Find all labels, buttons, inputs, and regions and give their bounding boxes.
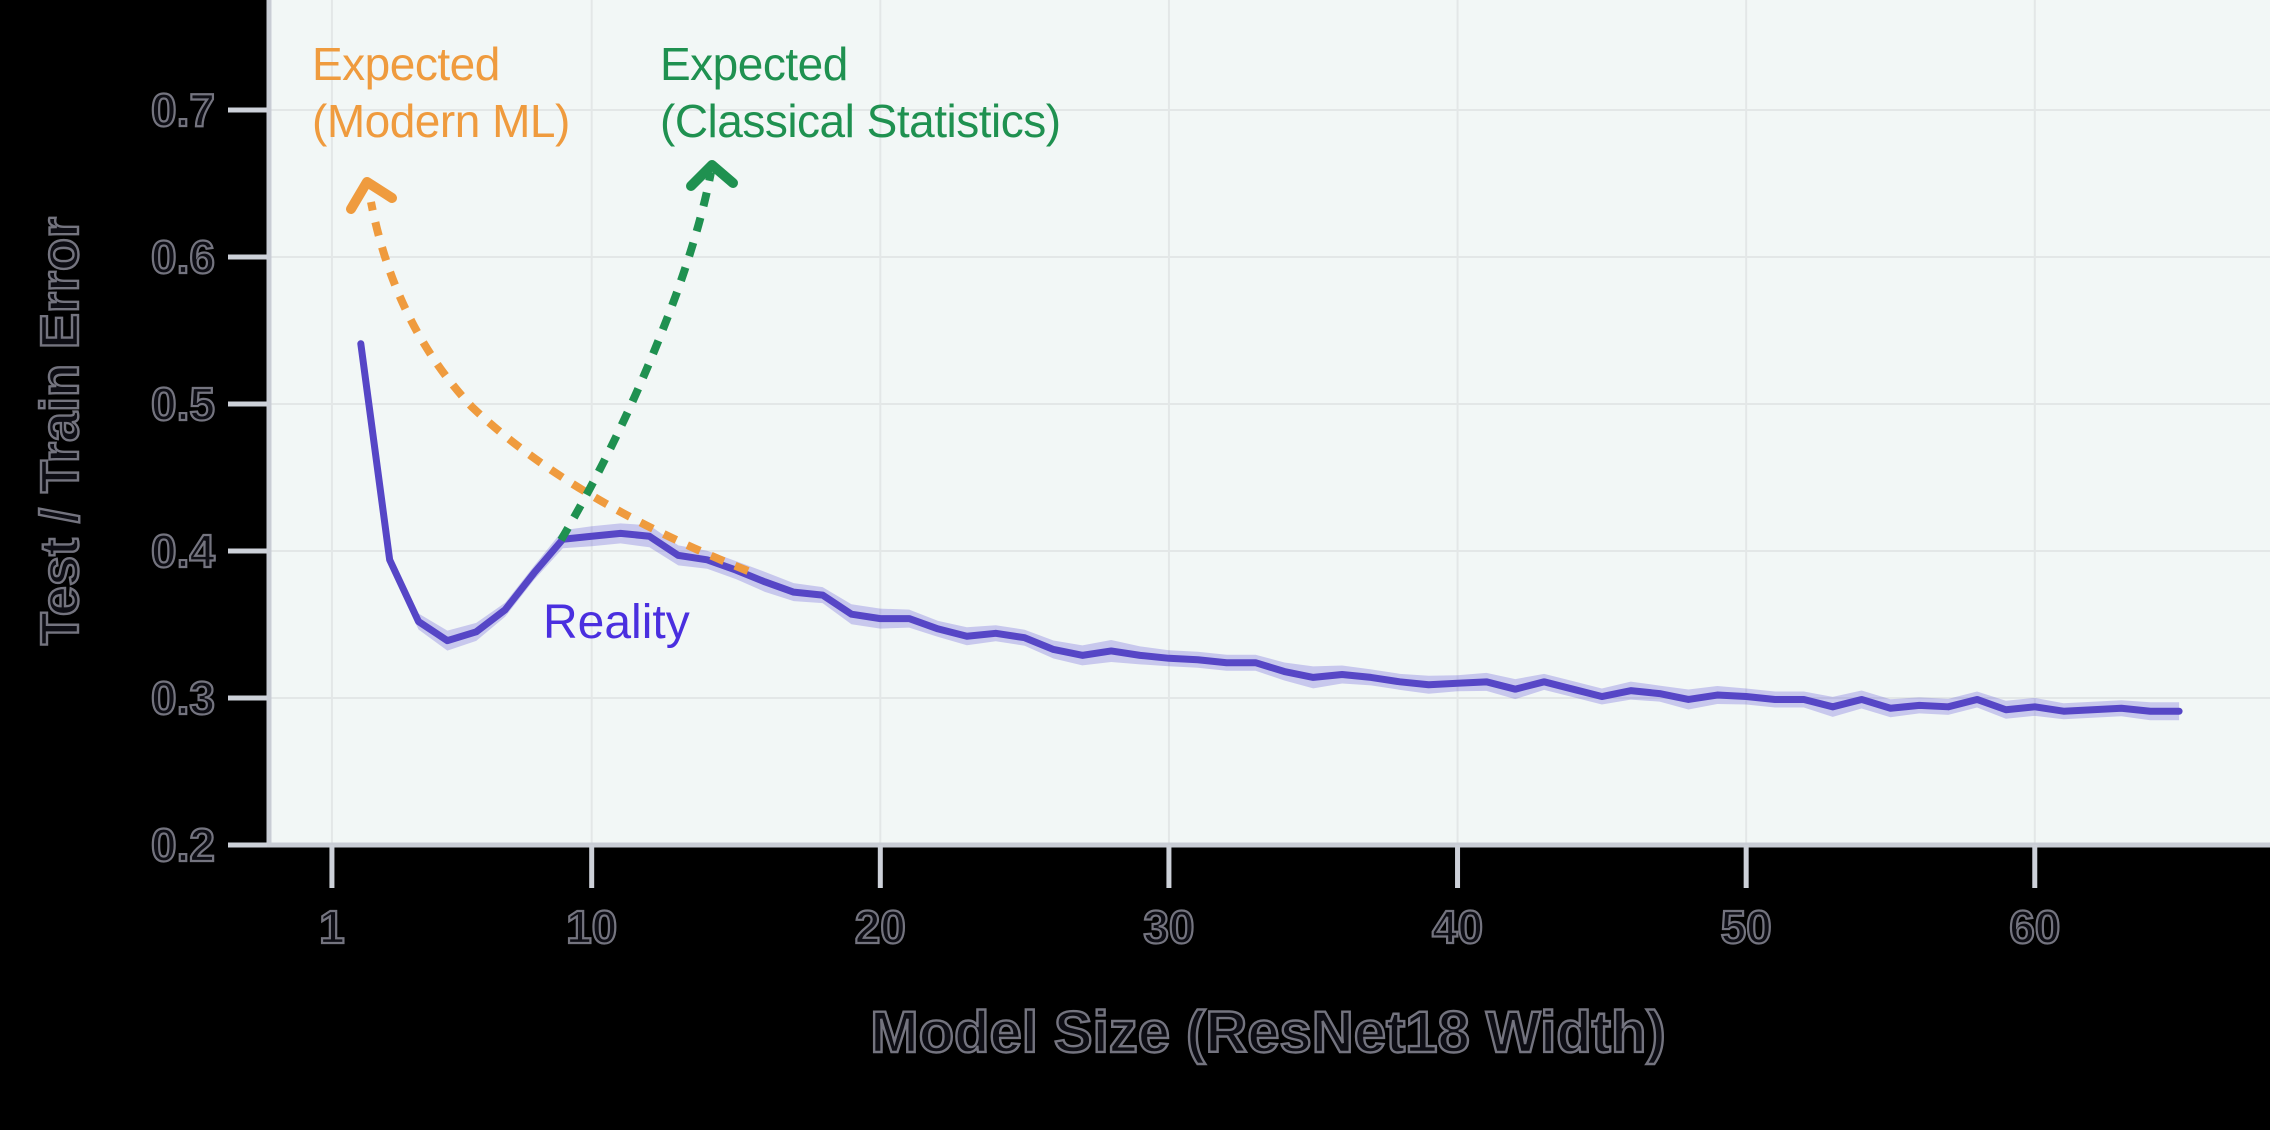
x-tick-label: 50 [1721,901,1772,953]
annotation-expected-modern-ml-line1: Expected [312,38,500,90]
y-axis-title: Test / Train Error [30,217,90,645]
annotation-reality-label: Reality [543,596,690,649]
expected-modern-ml-arrow-head [346,177,397,214]
tick-layer [228,107,2038,888]
annotation-expected-classical-line1: Expected [660,38,848,90]
axis-spine-layer [266,0,2270,848]
annotation-expected-classical-line2: (Classical Statistics) [660,95,1061,147]
x-axis-title: Model Size (ResNet18 Width) [870,1000,1665,1065]
y-tick-label: 0.2 [151,819,215,871]
annotation-expected-modern-ml-line2: (Modern ML) [312,95,570,147]
x-tick-label: 60 [2009,901,2060,953]
x-tick-label: 1 [319,901,345,953]
annotation-arrow-layer [346,160,750,575]
series-line-layer [357,340,2183,715]
y-tick-label: 0.6 [151,231,215,283]
reality-line [357,340,2183,715]
expected-modern-ml-arrow-curve [367,201,750,575]
y-tick-label: 0.5 [151,378,215,430]
tick-label-layer: 0.2 0.3 0.4 0.5 0.6 0.7 1 10 20 30 40 50 60 [150,83,2062,954]
y-tick-label: 0.4 [151,525,215,577]
y-tick-label: 0.7 [151,84,215,136]
expected-classical-arrow-curve [557,171,715,543]
x-tick-label: 20 [855,901,906,953]
x-tick-label: 10 [566,901,617,953]
x-tick-label: 40 [1432,901,1483,953]
y-tick-label: 0.3 [151,672,215,724]
expected-classical-arrow-head [686,160,738,191]
x-tick-label: 30 [1143,901,1194,953]
